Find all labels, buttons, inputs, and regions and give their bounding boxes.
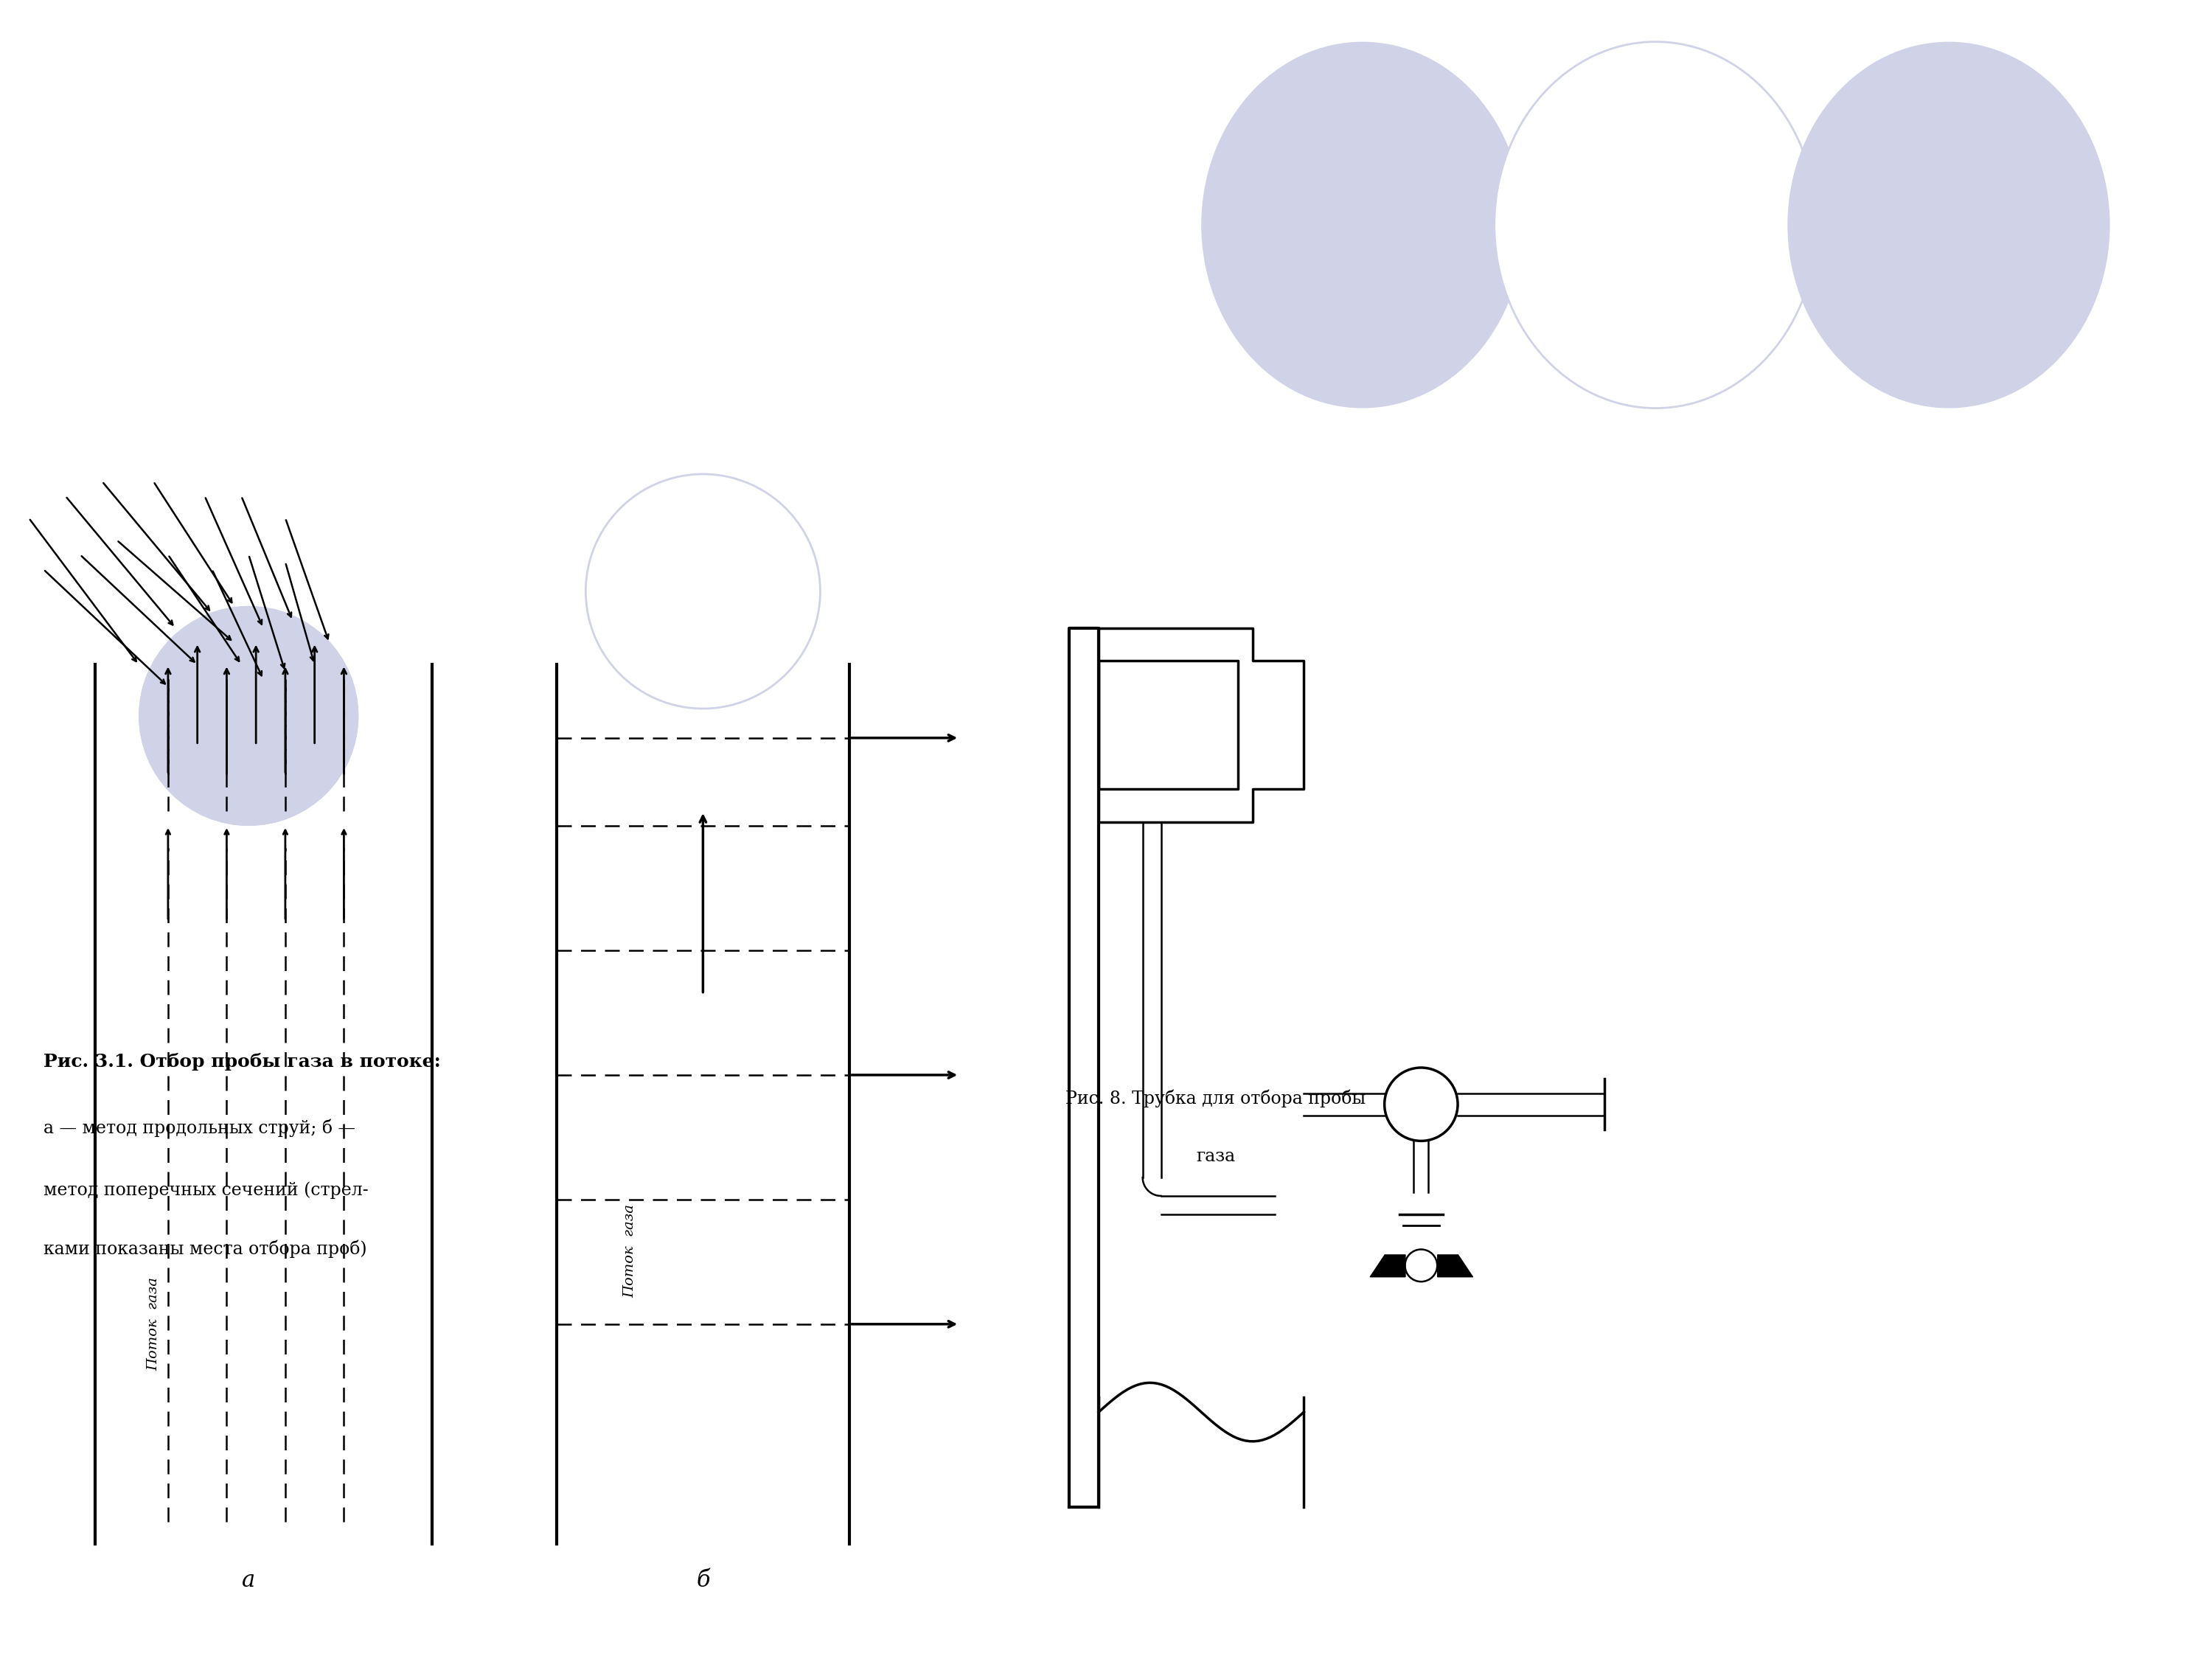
Polygon shape	[1068, 629, 1099, 1508]
Text: Поток  газа: Поток газа	[624, 1204, 637, 1297]
Text: а — метод продольных струй; б —: а — метод продольных струй; б —	[44, 1118, 356, 1136]
Ellipse shape	[1495, 41, 1816, 408]
Text: Рис. 8. Трубка для отбора пробы: Рис. 8. Трубка для отбора пробы	[1066, 1090, 1367, 1108]
Ellipse shape	[139, 606, 358, 826]
Text: б: б	[697, 1569, 710, 1593]
Text: а: а	[241, 1569, 254, 1593]
Polygon shape	[1099, 629, 1303, 823]
Text: Поток  газа: Поток газа	[146, 1277, 159, 1370]
Circle shape	[1385, 1068, 1458, 1141]
Ellipse shape	[1787, 41, 2110, 408]
Text: ками показаны места отбора проб): ками показаны места отбора проб)	[44, 1239, 367, 1258]
Text: Рис. 3.1. Отбор пробы газа в потоке:: Рис. 3.1. Отбор пробы газа в потоке:	[44, 1053, 440, 1070]
Ellipse shape	[139, 606, 358, 826]
Text: газа: газа	[1197, 1148, 1237, 1165]
Ellipse shape	[586, 474, 821, 708]
Text: метод поперечных сечений (стрел-: метод поперечных сечений (стрел-	[44, 1181, 369, 1198]
Circle shape	[1405, 1249, 1438, 1282]
Ellipse shape	[1201, 41, 1524, 408]
